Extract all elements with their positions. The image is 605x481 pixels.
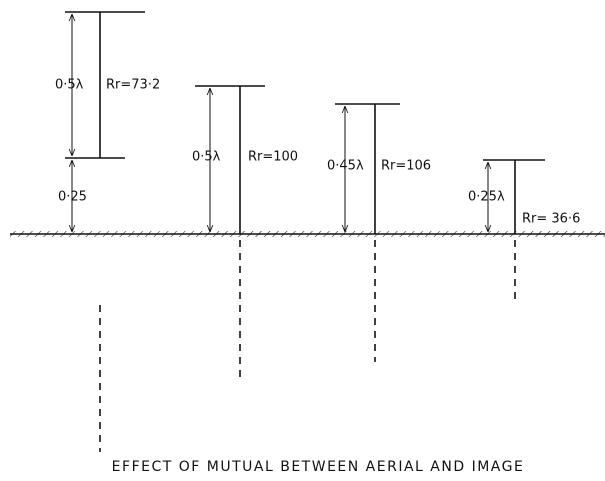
height-label: 0·5λ <box>192 150 221 165</box>
height-label: 0·45λ <box>327 159 364 174</box>
aerial: 0·5λ Rr=73·2 0·25 <box>55 11 160 452</box>
height-label: 0·25λ <box>468 190 505 205</box>
resistance-label: Rr= 36·6 <box>522 212 580 227</box>
resistance-label: Rr=73·2 <box>106 78 160 93</box>
height-label: 0·5λ <box>55 78 84 93</box>
aerial: 0·45λ Rr=106 <box>327 103 431 362</box>
resistance-label: Rr=106 <box>381 159 431 174</box>
base-label: 0·25 <box>58 190 87 205</box>
resistance-label: Rr=100 <box>248 150 298 165</box>
ground <box>10 231 605 237</box>
aerial: 0·5λ Rr=100 <box>192 85 298 378</box>
caption: EFFECT OF MUTUAL BETWEEN AERIAL AND IMAG… <box>112 459 525 475</box>
aerial: 0·25λ Rr= 36·6 <box>468 159 580 305</box>
